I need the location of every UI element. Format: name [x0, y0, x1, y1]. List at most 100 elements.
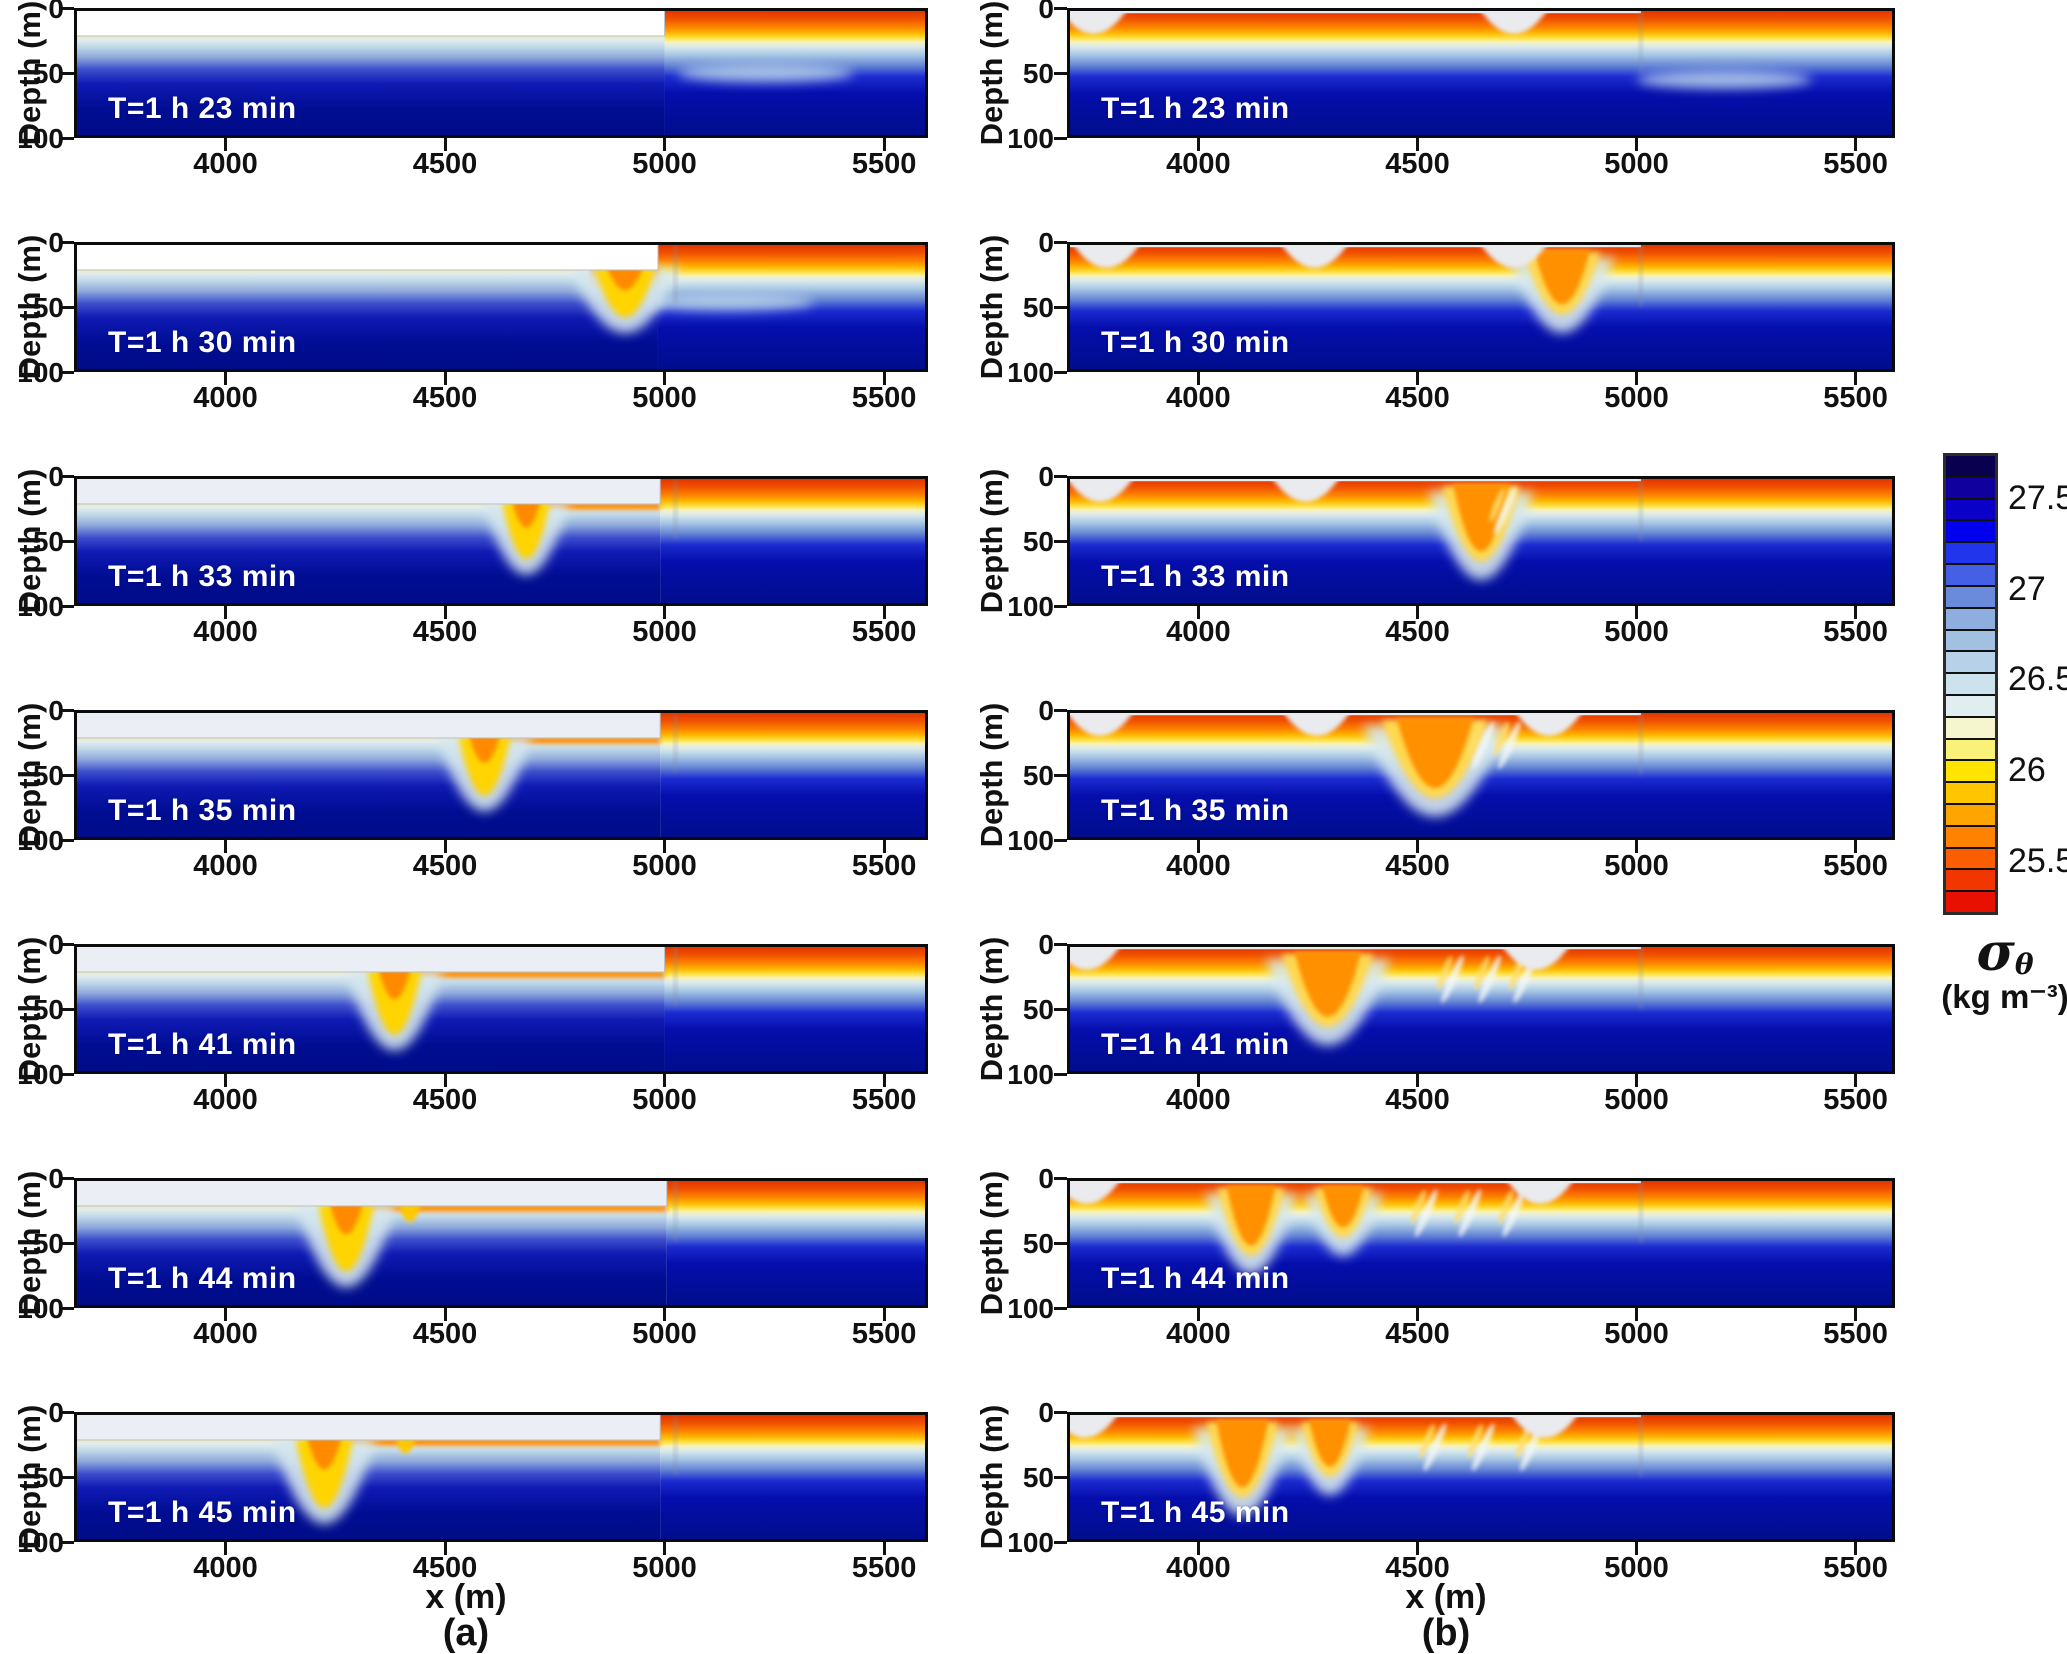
x-tick-mark [663, 138, 667, 151]
x-tick-mark [663, 1308, 667, 1321]
colorbar-tick-label: 26.5 [2008, 660, 2067, 699]
x-tick-mark [1196, 1074, 1200, 1087]
x-tick-mark [663, 1542, 667, 1555]
y-tick-label: 50 [32, 58, 64, 89]
y-tick-mark [61, 240, 74, 244]
y-tick-label: 50 [1022, 1462, 1054, 1493]
x-tick-mark [1854, 372, 1858, 385]
panel-column-label-b: (b) [1421, 1612, 1471, 1654]
colorbar-segment [1946, 672, 1995, 694]
x-tick-mark [1635, 606, 1639, 619]
y-tick-mark [1054, 305, 1067, 309]
y-tick-label: 0 [48, 227, 64, 258]
x-tick-label: 4500 [1385, 148, 1450, 180]
x-tick-label: 5500 [851, 616, 917, 648]
x-tick-label: 5000 [632, 1084, 697, 1116]
x-tick-mark [663, 840, 667, 853]
colorbar-segment [1946, 628, 1995, 651]
x-tick-label: 5000 [1604, 382, 1669, 414]
x-tick-mark [1196, 1542, 1200, 1555]
panel-b4: T=1 h 35 min [1067, 710, 1895, 840]
y-tick-mark [61, 6, 74, 10]
panel-b1: T=1 h 23 min [1067, 8, 1895, 138]
y-tick-label: 100 [1007, 1293, 1054, 1324]
x-tick-mark [1854, 840, 1858, 853]
colorbar-segment [1946, 715, 1995, 738]
heatmap-canvas [74, 944, 928, 1074]
y-tick-mark [61, 1176, 74, 1180]
y-tick-label: 0 [48, 1163, 64, 1194]
x-tick-label: 5000 [632, 382, 697, 414]
time-label: T=1 h 41 min [1101, 1028, 1290, 1061]
y-tick-label: 50 [1022, 58, 1054, 89]
x-tick-label: 5000 [1604, 1552, 1669, 1584]
heatmap-canvas [74, 1178, 928, 1308]
heatmap-canvas [1067, 944, 1895, 1074]
y-tick-mark [61, 474, 74, 478]
x-tick-label: 4500 [1385, 1084, 1450, 1116]
y-tick-mark [1054, 539, 1067, 543]
y-tick-mark [1054, 773, 1067, 777]
y-tick-mark [61, 1007, 74, 1011]
x-tick-label: 4000 [193, 1318, 258, 1350]
y-tick-label: 100 [1007, 825, 1054, 856]
colorbar-tick-label: 27 [2008, 569, 2046, 608]
y-tick-mark [1054, 240, 1067, 244]
x-tick-label: 5500 [1823, 148, 1888, 180]
x-tick-mark [223, 606, 227, 619]
x-tick-label: 5000 [1604, 616, 1669, 648]
colorbar-segment [1946, 519, 1995, 542]
x-tick-mark [1635, 372, 1639, 385]
y-tick-mark [61, 1410, 74, 1414]
y-tick-label: 50 [1022, 760, 1054, 791]
colorbar-symbol: σθ [1976, 922, 2034, 983]
x-tick-label: 5500 [851, 148, 917, 180]
x-tick-label: 4000 [1166, 1552, 1231, 1584]
colorbar-tick-label: 25.5 [2008, 841, 2067, 880]
panel-a5: T=1 h 41 min [74, 944, 928, 1074]
x-tick-label: 4500 [1385, 1552, 1450, 1584]
panel-b2: T=1 h 30 min [1067, 242, 1895, 372]
panel-b6: T=1 h 44 min [1067, 1178, 1895, 1308]
x-tick-label: 5500 [1823, 850, 1888, 882]
y-tick-mark [1054, 1241, 1067, 1245]
y-tick-label: 0 [1038, 0, 1054, 24]
y-tick-mark [61, 708, 74, 712]
panel-b3: T=1 h 33 min [1067, 476, 1895, 606]
colorbar-segment [1946, 737, 1995, 760]
panel-column-label-a: (a) [442, 1612, 490, 1654]
x-tick-label: 5000 [632, 148, 697, 180]
colorbar-segment [1946, 890, 1995, 913]
time-label: T=1 h 23 min [1101, 92, 1290, 125]
x-tick-label: 4000 [1166, 148, 1231, 180]
y-tick-mark [1054, 838, 1067, 842]
heatmap-canvas [74, 710, 928, 840]
colorbar-segment [1946, 456, 1995, 476]
x-tick-label: 5000 [1604, 148, 1669, 180]
y-tick-mark [1054, 1072, 1067, 1076]
x-axis-title-a: x (m) [425, 1578, 507, 1616]
x-tick-mark [1196, 372, 1200, 385]
y-tick-label: 100 [17, 1059, 64, 1090]
colorbar-segment [1946, 541, 1995, 564]
time-label: T=1 h 44 min [108, 1262, 297, 1295]
x-tick-label: 5000 [632, 1318, 697, 1350]
x-tick-mark [1854, 606, 1858, 619]
x-tick-mark [443, 1542, 447, 1555]
x-tick-mark [663, 372, 667, 385]
y-tick-mark [61, 773, 74, 777]
x-tick-label: 4500 [1385, 850, 1450, 882]
x-tick-label: 5000 [632, 850, 697, 882]
x-tick-label: 5000 [632, 1552, 697, 1584]
y-tick-mark [61, 136, 74, 140]
x-tick-label: 5000 [632, 616, 697, 648]
x-tick-label: 4500 [412, 1084, 478, 1116]
colorbar-segment [1946, 650, 1995, 673]
x-tick-mark [1196, 138, 1200, 151]
colorbar-title: σθ (kg m⁻³) [1930, 922, 2067, 1016]
panel-a1: T=1 h 23 min [74, 8, 928, 138]
x-tick-label: 4500 [412, 148, 478, 180]
x-tick-mark [223, 1074, 227, 1087]
time-label: T=1 h 45 min [108, 1496, 297, 1529]
time-label: T=1 h 35 min [108, 794, 297, 827]
